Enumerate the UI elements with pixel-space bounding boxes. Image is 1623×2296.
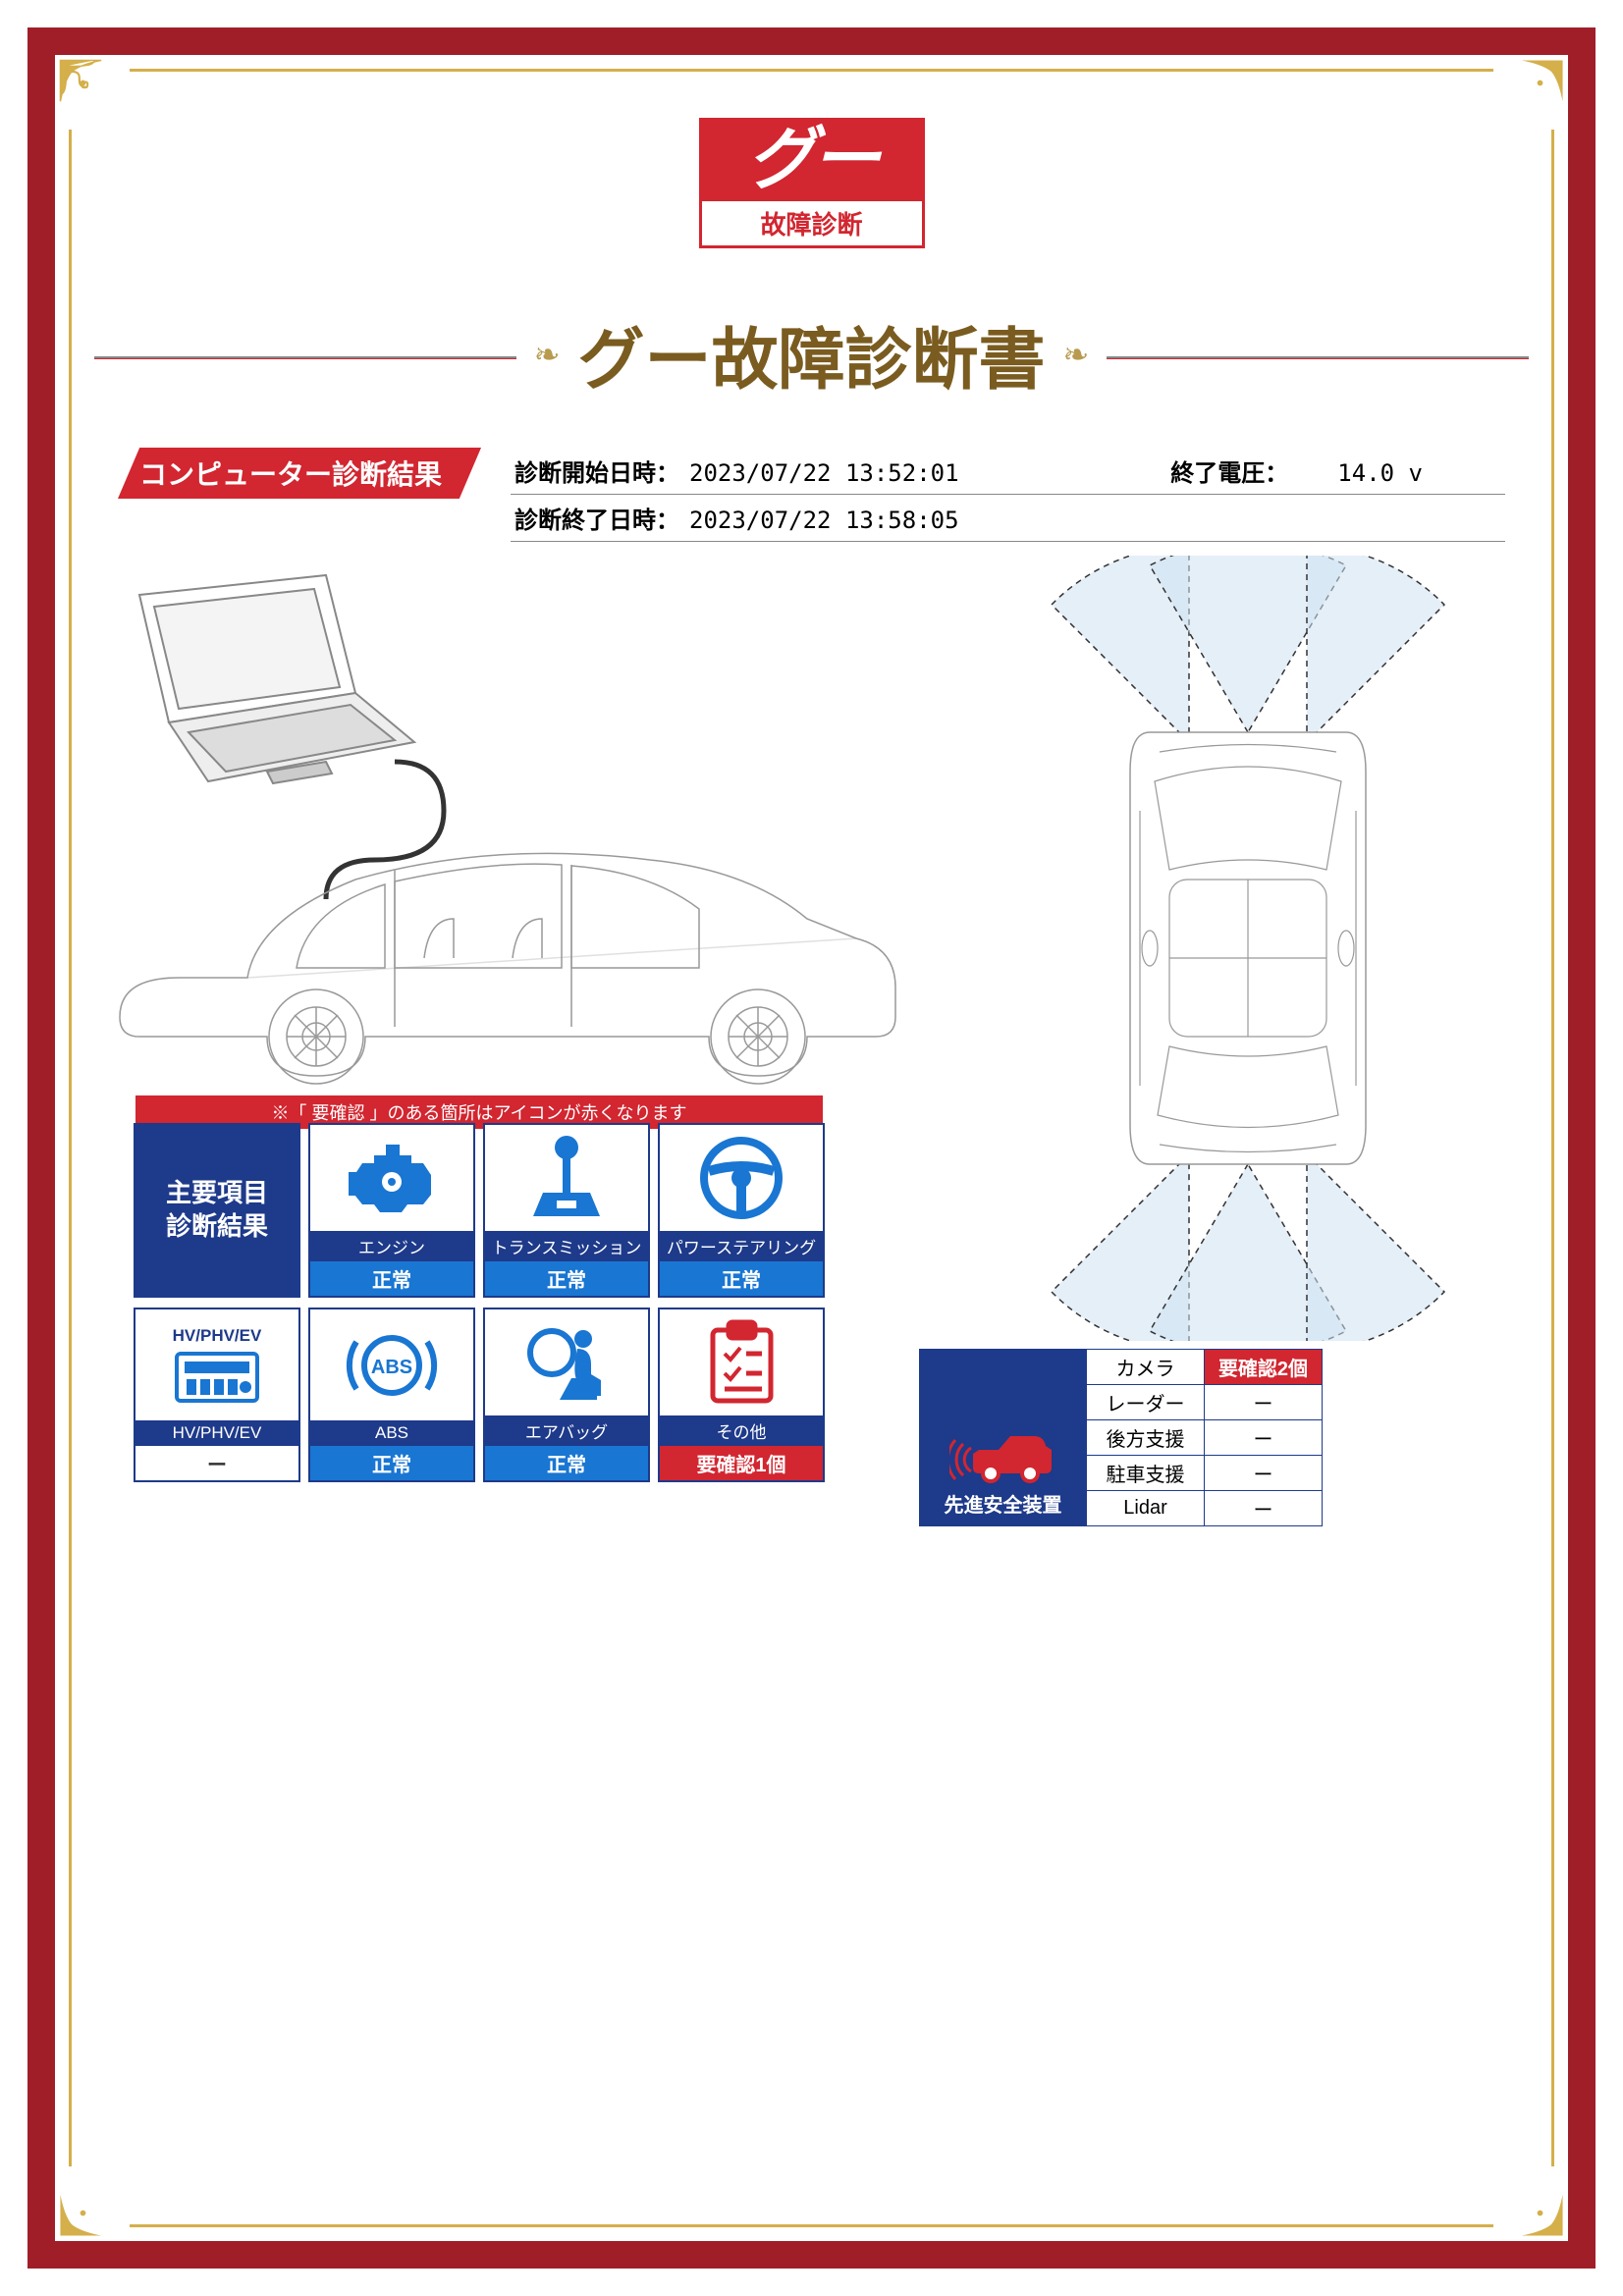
safety-header-cell: 先進安全装置 xyxy=(920,1350,1087,1526)
tile-abs-label: ABS xyxy=(310,1420,473,1446)
corner-ornament-bl xyxy=(59,2166,130,2237)
page-title: グー故障診断書 xyxy=(578,305,1046,402)
goo-logo: グー 故障診断 xyxy=(699,118,925,248)
tile-other: その他 要確認1個 xyxy=(658,1308,825,1482)
corner-ornament-tr xyxy=(1493,59,1564,130)
diagnostic-info: コンピューター診断結果 診断開始日時： 2023/07/22 13:52:01 … xyxy=(118,448,1505,499)
tile-transmission-status: 正常 xyxy=(485,1261,648,1296)
safety-row-4-value: ー xyxy=(1205,1491,1323,1526)
border-bottom xyxy=(130,2224,1493,2227)
safety-row-1-value: ー xyxy=(1205,1385,1323,1420)
tile-airbag-status: 正常 xyxy=(485,1446,648,1480)
border-right xyxy=(1551,130,1554,2166)
tile-airbag-label: エアバッグ xyxy=(485,1415,648,1446)
safety-row-1-name: レーダー xyxy=(1087,1385,1205,1420)
tile-steering-status: 正常 xyxy=(660,1261,823,1296)
start-time-label: 診断開始日時： xyxy=(514,454,679,488)
tile-hv: HV/PHV/EV HV/PHV/EV ー xyxy=(134,1308,300,1482)
tile-engine-label: エンジン xyxy=(310,1231,473,1261)
tile-abs-status: 正常 xyxy=(310,1446,473,1480)
safety-row-3-value: ー xyxy=(1205,1456,1323,1491)
border-left xyxy=(69,130,72,2166)
results-header-tile: 主要項目 診断結果 xyxy=(134,1123,300,1298)
corner-ornament-tl xyxy=(59,59,130,130)
abs-icon: ABS xyxy=(310,1309,473,1420)
safety-row-0-name: カメラ xyxy=(1087,1350,1205,1385)
tile-hv-status: ー xyxy=(135,1446,298,1480)
voltage-value: 14.0 v xyxy=(1337,459,1423,487)
tile-abs: ABS ABS 正常 xyxy=(308,1308,475,1482)
safety-row-0-value: 要確認2個 xyxy=(1205,1350,1323,1385)
results-header-text: 主要項目 診断結果 xyxy=(166,1177,268,1244)
hv-title: HV/PHV/EV xyxy=(173,1326,262,1346)
voltage-label: 終了電圧： xyxy=(1170,454,1288,488)
results-grid: 主要項目 診断結果 エンジン 正常 トランスミッション 正常 パワーステアリング… xyxy=(134,1123,825,1482)
tile-transmission: トランスミッション 正常 xyxy=(483,1123,650,1298)
safety-row-2-value: ー xyxy=(1205,1420,1323,1456)
info-line-2: 診断終了日時： 2023/07/22 13:58:05 xyxy=(511,495,1505,542)
tile-transmission-label: トランスミッション xyxy=(485,1231,648,1261)
title-rule-left xyxy=(94,356,516,359)
tile-airbag: エアバッグ 正常 xyxy=(483,1308,650,1482)
logo-text-bottom: 故障診断 xyxy=(702,201,922,245)
logo-text-top: グー xyxy=(702,121,922,201)
airbag-icon xyxy=(485,1309,648,1415)
tile-steering-label: パワーステアリング xyxy=(660,1231,823,1261)
title-row: ❧ グー故障診断書 ❧ xyxy=(94,305,1529,402)
safety-row-4-name: Lidar xyxy=(1087,1491,1205,1526)
safety-header-text: 先進安全装置 xyxy=(945,1495,1062,1517)
safety-row-2-name: 後方支援 xyxy=(1087,1420,1205,1456)
transmission-icon xyxy=(485,1125,648,1231)
info-line-1: 診断開始日時： 2023/07/22 13:52:01 終了電圧： 14.0 v xyxy=(511,448,1505,495)
section-tab: コンピューター診断結果 xyxy=(118,448,481,499)
tile-other-status: 要確認1個 xyxy=(660,1446,823,1480)
end-time-value: 2023/07/22 13:58:05 xyxy=(689,507,959,534)
tile-steering: パワーステアリング 正常 xyxy=(658,1123,825,1298)
tile-other-label: その他 xyxy=(660,1415,823,1446)
car-sensor-icon xyxy=(949,1420,1057,1483)
sensor-top-diagram xyxy=(973,556,1523,1341)
tile-engine: エンジン 正常 xyxy=(308,1123,475,1298)
start-time-value: 2023/07/22 13:52:01 xyxy=(689,459,959,487)
border-top xyxy=(130,69,1493,72)
end-time-label: 診断終了日時： xyxy=(514,501,679,535)
tile-engine-status: 正常 xyxy=(310,1261,473,1296)
safety-row-3-name: 駐車支援 xyxy=(1087,1456,1205,1491)
steering-icon xyxy=(660,1125,823,1231)
svg-text:ABS: ABS xyxy=(371,1357,412,1378)
tile-hv-label: HV/PHV/EV xyxy=(135,1420,298,1446)
clipboard-icon xyxy=(660,1309,823,1415)
engine-icon xyxy=(310,1125,473,1231)
corner-ornament-br xyxy=(1493,2166,1564,2237)
inner-page: グー 故障診断 ❧ グー故障診断書 ❧ コンピューター診断結果 診断開始日時： … xyxy=(55,55,1568,2241)
safety-table: 先進安全装置 カメラ 要確認2個 レーダー ー 後方支援 ー 駐車支援 ー Li… xyxy=(919,1349,1323,1526)
flourish-left-icon: ❧ xyxy=(534,336,561,373)
title-rule-right xyxy=(1107,356,1529,359)
hv-icon: HV/PHV/EV xyxy=(135,1309,298,1420)
flourish-right-icon: ❧ xyxy=(1063,336,1090,373)
laptop-car-diagram xyxy=(100,565,905,1095)
